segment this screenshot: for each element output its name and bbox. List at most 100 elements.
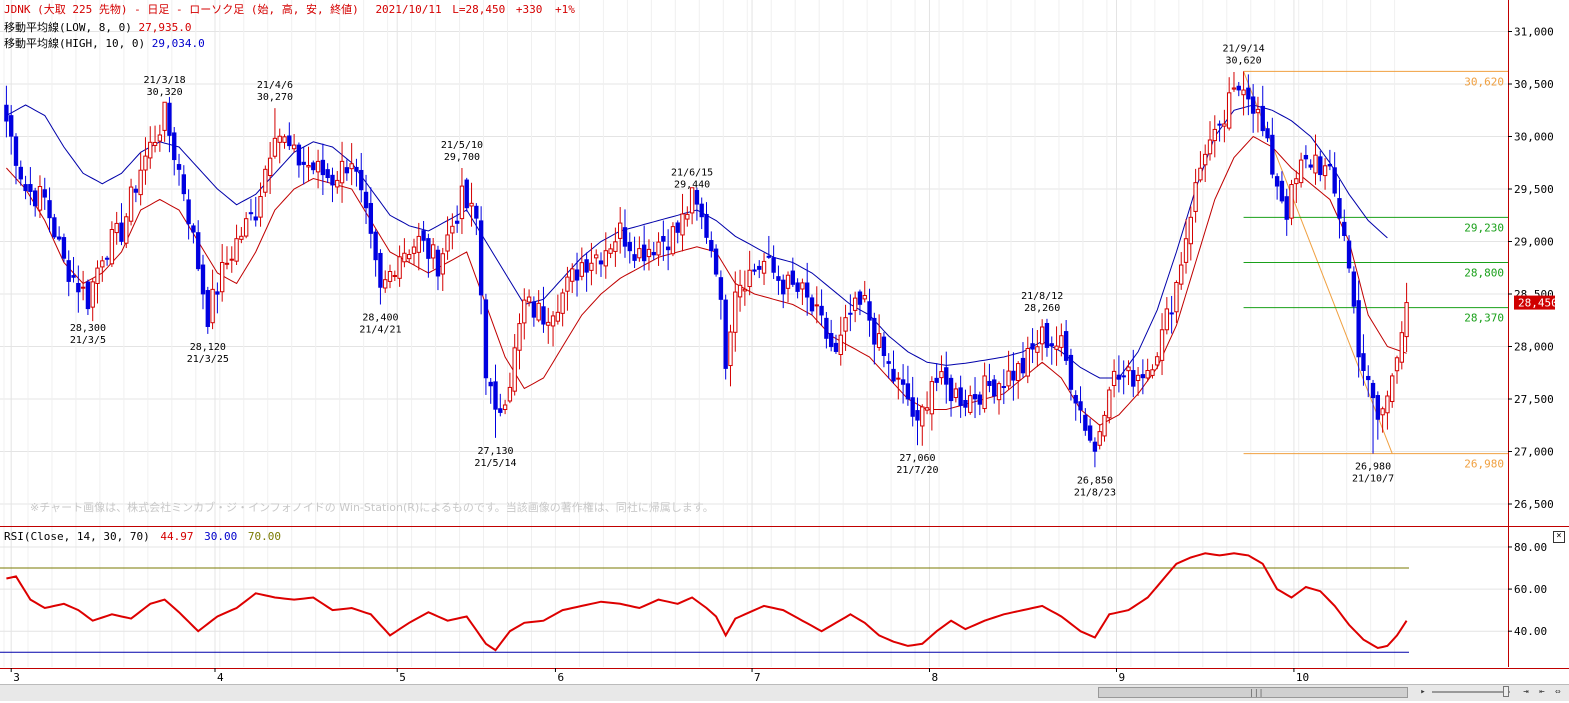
time-tick-label: 6 xyxy=(557,671,564,684)
candle-up xyxy=(1322,165,1328,177)
candle-down xyxy=(133,188,139,193)
candle-down xyxy=(704,213,709,238)
candle-down xyxy=(1308,164,1313,168)
candle-down xyxy=(1327,163,1333,167)
candle-down xyxy=(119,222,124,242)
fit-icon[interactable]: ⇔ xyxy=(1555,687,1561,697)
zoom-slider-knob[interactable] xyxy=(1503,686,1509,697)
candle-up xyxy=(402,252,407,263)
candle-down xyxy=(584,259,589,273)
annotation-date: 21/8/23 xyxy=(1074,487,1116,498)
candle-up xyxy=(1059,335,1064,348)
candle-up xyxy=(618,222,623,239)
candle-up xyxy=(80,286,86,289)
chart-title: JDNK (大取 225 先物) - 日足 - ローソク足 (始, 高, 安, … xyxy=(4,3,359,16)
candle-down xyxy=(1274,176,1280,187)
scroll-right-end-icon[interactable]: ▸ xyxy=(1420,687,1426,697)
candle-down xyxy=(301,161,306,165)
horizontal-scrollbar[interactable]: ▸ ||| ⇥ ⇤ ⇔ xyxy=(0,684,1569,701)
header-last-price: L=28,450 xyxy=(452,3,506,16)
ma-high-legend: 移動平均線(HIGH, 10, 0) 29,034.0 xyxy=(4,37,205,51)
candle-up xyxy=(613,241,618,252)
candle-down xyxy=(56,236,62,240)
candle-up xyxy=(1016,363,1021,382)
candle-up xyxy=(440,253,445,275)
candle-up xyxy=(996,383,1002,401)
candle-down xyxy=(915,410,920,421)
candle-down xyxy=(215,291,220,295)
candle-down xyxy=(311,162,316,171)
scroll-thumb[interactable]: ||| xyxy=(1098,687,1408,698)
candle-down xyxy=(296,144,302,166)
candle-down xyxy=(368,202,374,234)
candle-up xyxy=(109,229,115,265)
candle-up xyxy=(469,202,474,207)
candle-up xyxy=(1404,302,1409,338)
ma-low-legend: 移動平均線(LOW, 8, 0) 27,935.0 xyxy=(4,21,191,35)
candle-up xyxy=(162,101,167,131)
candle-down xyxy=(718,277,724,300)
candle-up xyxy=(1203,153,1208,166)
time-tick-label: 9 xyxy=(1118,671,1125,684)
rsi-tick-label: 60.00 xyxy=(1514,583,1547,596)
candle-up xyxy=(1135,374,1141,382)
zoom-out-icon[interactable]: ⇤ xyxy=(1539,687,1545,697)
fib-level-label: 28,370 xyxy=(1464,312,1504,325)
candle-up xyxy=(90,281,95,308)
candle-down xyxy=(1020,357,1026,374)
candle-up xyxy=(1198,167,1203,181)
candle-up xyxy=(1394,357,1400,372)
candle-down xyxy=(958,387,963,406)
zoom-slider[interactable] xyxy=(1432,691,1510,693)
fibonacci-retracement[interactable]: 30,620 29,230 28,800 28,370 26,980 xyxy=(1243,70,1508,471)
candle-up xyxy=(862,295,867,300)
candle-up xyxy=(685,213,690,220)
candle-down xyxy=(809,297,815,312)
candle-down xyxy=(18,166,23,180)
rsi-lower: 30.00 xyxy=(204,530,238,543)
close-panel-icon[interactable]: × xyxy=(1553,531,1565,543)
candle-down xyxy=(891,368,896,382)
header-change: +330 xyxy=(515,3,543,16)
candle-down xyxy=(1121,375,1126,378)
candle-up xyxy=(128,186,134,222)
candle-down xyxy=(944,367,949,385)
zoom-in-icon[interactable]: ⇥ xyxy=(1523,687,1529,697)
candle-up xyxy=(896,377,901,380)
candle-down xyxy=(824,317,829,339)
candle-down xyxy=(1370,382,1376,399)
candle-up xyxy=(579,262,585,277)
candle-down xyxy=(867,301,872,321)
candle-up xyxy=(210,288,215,324)
rsi-line xyxy=(6,552,1408,652)
price-tick-label: 28,000 xyxy=(1514,341,1554,354)
candle-up xyxy=(263,168,268,193)
candle-down xyxy=(363,191,369,209)
candle-down xyxy=(1092,441,1098,452)
candle-down xyxy=(359,169,364,191)
ma-low-line xyxy=(6,135,1407,426)
candle-up xyxy=(1390,375,1395,403)
ma-high-value: 29,034.0 xyxy=(151,37,205,50)
candle-down xyxy=(1361,353,1366,371)
fib-level-label: 29,230 xyxy=(1464,221,1504,234)
candle-down xyxy=(498,408,503,413)
candle-up xyxy=(1231,87,1237,90)
last-price-label: 28,450 xyxy=(1518,297,1558,310)
candle-down xyxy=(713,248,719,275)
candle-down xyxy=(378,252,383,288)
rsi-legend: RSI(Close, 14, 30, 70) 44.97 30.00 70.00 xyxy=(4,530,281,544)
candle-down xyxy=(757,265,762,270)
candle-down xyxy=(52,217,57,238)
candle-up xyxy=(445,234,450,252)
grid xyxy=(0,0,1508,667)
candle-down xyxy=(435,249,441,277)
candle-down xyxy=(1078,401,1083,411)
candle-up xyxy=(258,196,263,218)
fib-level-label: 26,980 xyxy=(1464,458,1504,471)
candle-up xyxy=(526,296,532,303)
header-change-pct: +1% xyxy=(555,3,575,16)
candle-up xyxy=(148,141,153,159)
candle-down xyxy=(905,383,911,400)
